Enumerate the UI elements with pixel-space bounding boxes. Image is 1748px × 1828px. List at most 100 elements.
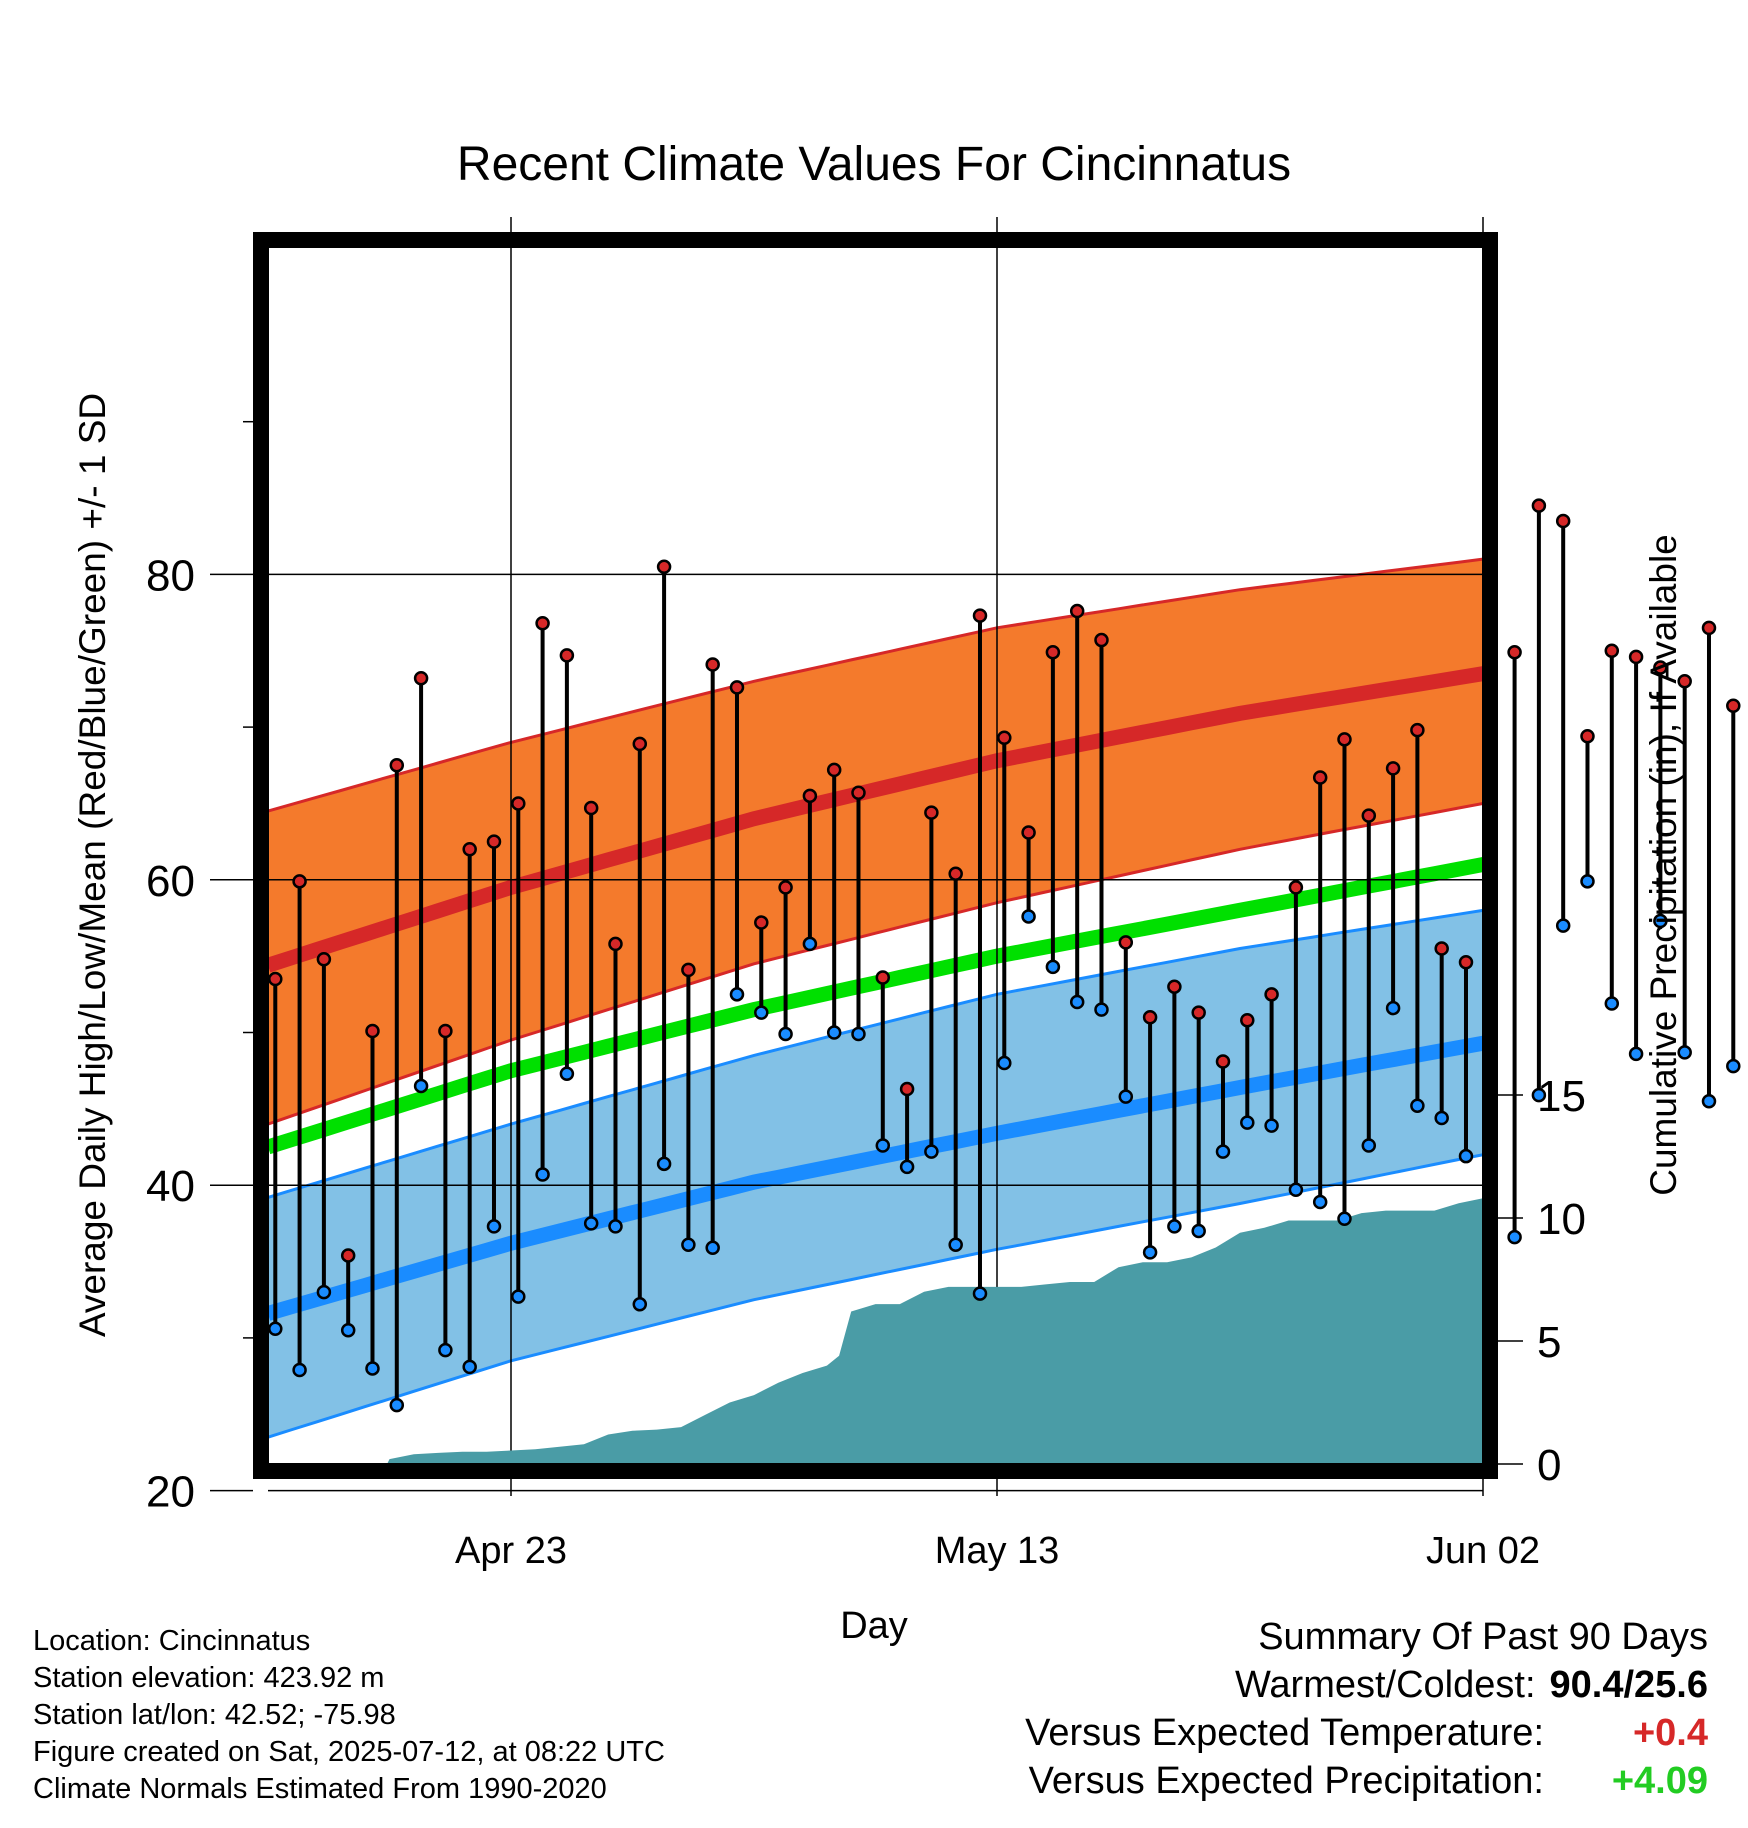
low-point bbox=[1337, 1211, 1352, 1227]
high-point bbox=[1555, 513, 1571, 529]
low-point bbox=[1385, 1000, 1401, 1016]
high-point bbox=[899, 1081, 915, 1097]
high-point bbox=[438, 1023, 453, 1039]
y-right-tick-label: 15 bbox=[1537, 1072, 1586, 1121]
high-point bbox=[1458, 955, 1474, 970]
low-point bbox=[997, 1055, 1012, 1071]
x-tick-label: May 13 bbox=[935, 1530, 1060, 1572]
high-point bbox=[1361, 808, 1377, 823]
high-point bbox=[754, 915, 769, 930]
high-point bbox=[268, 971, 283, 987]
high-point bbox=[1312, 770, 1328, 785]
high-point bbox=[1701, 620, 1717, 636]
low-point bbox=[1653, 913, 1668, 929]
low-point bbox=[1312, 1194, 1328, 1210]
low-point bbox=[948, 1237, 963, 1253]
low-lower-edge bbox=[268, 1153, 1483, 1439]
y-right-axis-label: Cumulative Precipitation (in), If Availa… bbox=[1643, 534, 1684, 1196]
high-point bbox=[559, 648, 575, 663]
low-point bbox=[462, 1359, 477, 1375]
low-point bbox=[1118, 1089, 1134, 1104]
chart-title: Recent Climate Values For Cincinnatus bbox=[457, 138, 1291, 191]
y-tick-label: 80 bbox=[146, 551, 195, 600]
low-point bbox=[1458, 1148, 1474, 1164]
high-point bbox=[1604, 643, 1620, 658]
high-point bbox=[1045, 645, 1061, 660]
normals-text: Climate Normals Estimated From 1990-2020 bbox=[33, 1773, 607, 1805]
axes-labels: Recent Climate Values For Cincinnatus 20 4… bbox=[72, 138, 1684, 1647]
y-right-tick-label: 5 bbox=[1537, 1318, 1561, 1367]
precip-row: Versus Expected Precipitation: +4.09 bbox=[1025, 1757, 1708, 1805]
low-point bbox=[656, 1156, 672, 1172]
low-point bbox=[1288, 1182, 1304, 1198]
low-point bbox=[389, 1397, 405, 1413]
high-lower-edge bbox=[268, 801, 1483, 1126]
high-point bbox=[1094, 632, 1109, 648]
high-point bbox=[1677, 674, 1692, 689]
normal-bands bbox=[268, 557, 1483, 1439]
high-point bbox=[802, 788, 818, 804]
y-axis-label: Average Daily High/Low/Mean (Red/Blue/Gr… bbox=[72, 393, 113, 1337]
high-upper-edge bbox=[268, 557, 1483, 813]
low-point bbox=[1142, 1245, 1158, 1260]
high-point bbox=[1410, 722, 1425, 738]
low-point bbox=[535, 1167, 550, 1182]
low-point bbox=[1701, 1093, 1717, 1109]
low-point bbox=[268, 1321, 283, 1336]
normal-high-line bbox=[268, 666, 1483, 973]
high-point bbox=[997, 730, 1012, 746]
high-point bbox=[365, 1023, 380, 1039]
x-axis-label: Day bbox=[840, 1605, 908, 1647]
high-point bbox=[1215, 1054, 1231, 1069]
station-metadata: Location: Cincinnatus Station elevation:… bbox=[33, 1623, 665, 1808]
high-point bbox=[1069, 603, 1085, 619]
precip-area bbox=[268, 1198, 1483, 1464]
high-point bbox=[1628, 649, 1644, 665]
low-point bbox=[1628, 1046, 1644, 1062]
precip-area-group bbox=[268, 1198, 1483, 1464]
y-tick-label: 40 bbox=[146, 1162, 195, 1211]
high-point bbox=[413, 670, 429, 686]
high-point bbox=[389, 758, 405, 773]
x-tick-label: Apr 23 bbox=[455, 1530, 567, 1572]
low-point bbox=[1410, 1098, 1425, 1114]
high-point bbox=[511, 796, 526, 811]
temp-row: Versus Expected Temperature: +0.4 bbox=[1025, 1709, 1708, 1757]
high-point bbox=[1580, 729, 1595, 744]
low-point bbox=[729, 987, 745, 1002]
low-point bbox=[438, 1342, 453, 1358]
low-point bbox=[899, 1159, 915, 1175]
low-point bbox=[754, 1005, 769, 1020]
high-point bbox=[1726, 698, 1741, 713]
high-point bbox=[583, 800, 599, 816]
high-point bbox=[729, 680, 745, 695]
low-point bbox=[583, 1216, 599, 1231]
latlon-text: Station lat/lon: 42.52; -75.98 bbox=[33, 1699, 396, 1731]
low-point bbox=[1240, 1115, 1255, 1130]
created-text: Figure created on Sat, 2025-07-12, at 08… bbox=[33, 1736, 665, 1768]
high-point bbox=[681, 962, 696, 978]
high-point bbox=[340, 1248, 356, 1263]
high-point bbox=[1288, 880, 1304, 895]
low-point bbox=[778, 1026, 793, 1042]
daily-temperature-stems bbox=[268, 498, 1741, 1413]
low-point bbox=[851, 1026, 866, 1042]
y-tick-label: 20 bbox=[146, 1468, 195, 1517]
high-point bbox=[1167, 979, 1182, 994]
low-point bbox=[608, 1219, 623, 1234]
x-tick-label: Jun 02 bbox=[1426, 1530, 1540, 1572]
high-point bbox=[1118, 935, 1134, 950]
high-point bbox=[851, 785, 866, 801]
low-point bbox=[1677, 1045, 1692, 1060]
warm-cold-row: Warmest/Coldest: 90.4/25.6 bbox=[1025, 1661, 1708, 1709]
low-point bbox=[1726, 1058, 1741, 1074]
high-point bbox=[608, 936, 623, 952]
low-point bbox=[1069, 994, 1085, 1010]
low-point bbox=[632, 1297, 648, 1312]
low-point bbox=[802, 936, 818, 952]
high-point bbox=[826, 762, 842, 778]
high-point bbox=[1531, 498, 1547, 513]
high-point bbox=[316, 951, 332, 967]
